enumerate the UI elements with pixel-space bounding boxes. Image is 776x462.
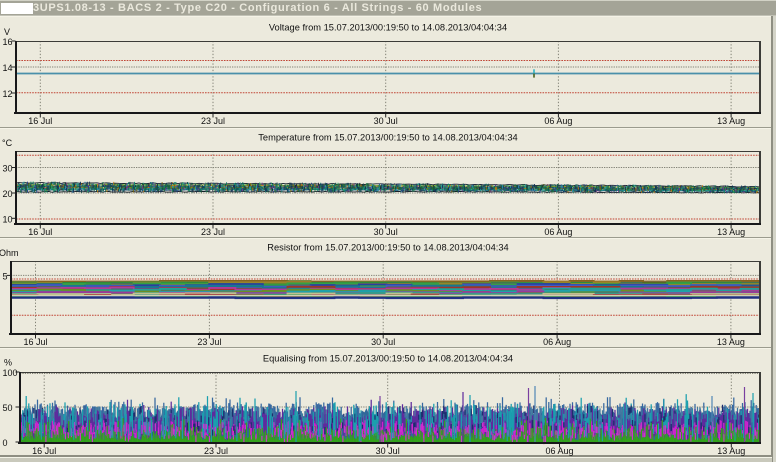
svg-text:Voltage from 15.07.2013/00:19:: Voltage from 15.07.2013/00:19:50 to 14.0…: [269, 23, 507, 33]
svg-text:14: 14: [3, 63, 13, 73]
svg-text:13 Aug: 13 Aug: [717, 227, 745, 237]
svg-text:0: 0: [3, 438, 8, 448]
svg-text:30 Jul: 30 Jul: [371, 337, 395, 347]
svg-text:V: V: [4, 27, 10, 37]
svg-text:10: 10: [3, 215, 13, 225]
svg-text:50: 50: [3, 403, 13, 413]
svg-text:16 Jul: 16 Jul: [32, 446, 56, 456]
svg-text:30: 30: [3, 164, 13, 174]
svg-text:16 Jul: 16 Jul: [28, 116, 52, 126]
svg-text:5: 5: [3, 272, 8, 282]
svg-text:30 Jul: 30 Jul: [374, 227, 398, 237]
svg-text:23 Jul: 23 Jul: [201, 116, 225, 126]
svg-text:06 Aug: 06 Aug: [545, 446, 573, 456]
svg-text:°C: °C: [2, 138, 13, 148]
svg-text:Resistor from 15.07.2013/00:19: Resistor from 15.07.2013/00:19:50 to 14.…: [267, 243, 508, 253]
svg-text:Equalising from 15.07.2013/00:: Equalising from 15.07.2013/00:19:50 to 1…: [263, 354, 513, 364]
svg-text:100: 100: [3, 368, 18, 378]
svg-text:20: 20: [3, 189, 13, 199]
svg-text:30 Jul: 30 Jul: [374, 116, 398, 126]
svg-text:23 Jul: 23 Jul: [201, 227, 225, 237]
svg-text:06 Aug: 06 Aug: [544, 116, 572, 126]
svg-text:Ohm: Ohm: [0, 248, 19, 258]
svg-text:23 Jul: 23 Jul: [204, 446, 228, 456]
svg-text:06 Aug: 06 Aug: [543, 337, 571, 347]
svg-text:06 Aug: 06 Aug: [544, 227, 572, 237]
svg-text:13 Aug: 13 Aug: [717, 337, 745, 347]
svg-text:%: %: [4, 358, 12, 368]
svg-text:30 Jul: 30 Jul: [376, 446, 400, 456]
svg-text:16 Jul: 16 Jul: [23, 337, 47, 347]
svg-text:13 Aug: 13 Aug: [717, 116, 745, 126]
svg-text:16 Jul: 16 Jul: [28, 227, 52, 237]
svg-text:23 Jul: 23 Jul: [197, 337, 221, 347]
svg-text:Temperature from 15.07.2013/00: Temperature from 15.07.2013/00:19:50 to …: [258, 133, 517, 143]
svg-text:12: 12: [3, 89, 13, 99]
svg-text:13 Aug: 13 Aug: [717, 446, 745, 456]
svg-text:16: 16: [3, 37, 13, 47]
